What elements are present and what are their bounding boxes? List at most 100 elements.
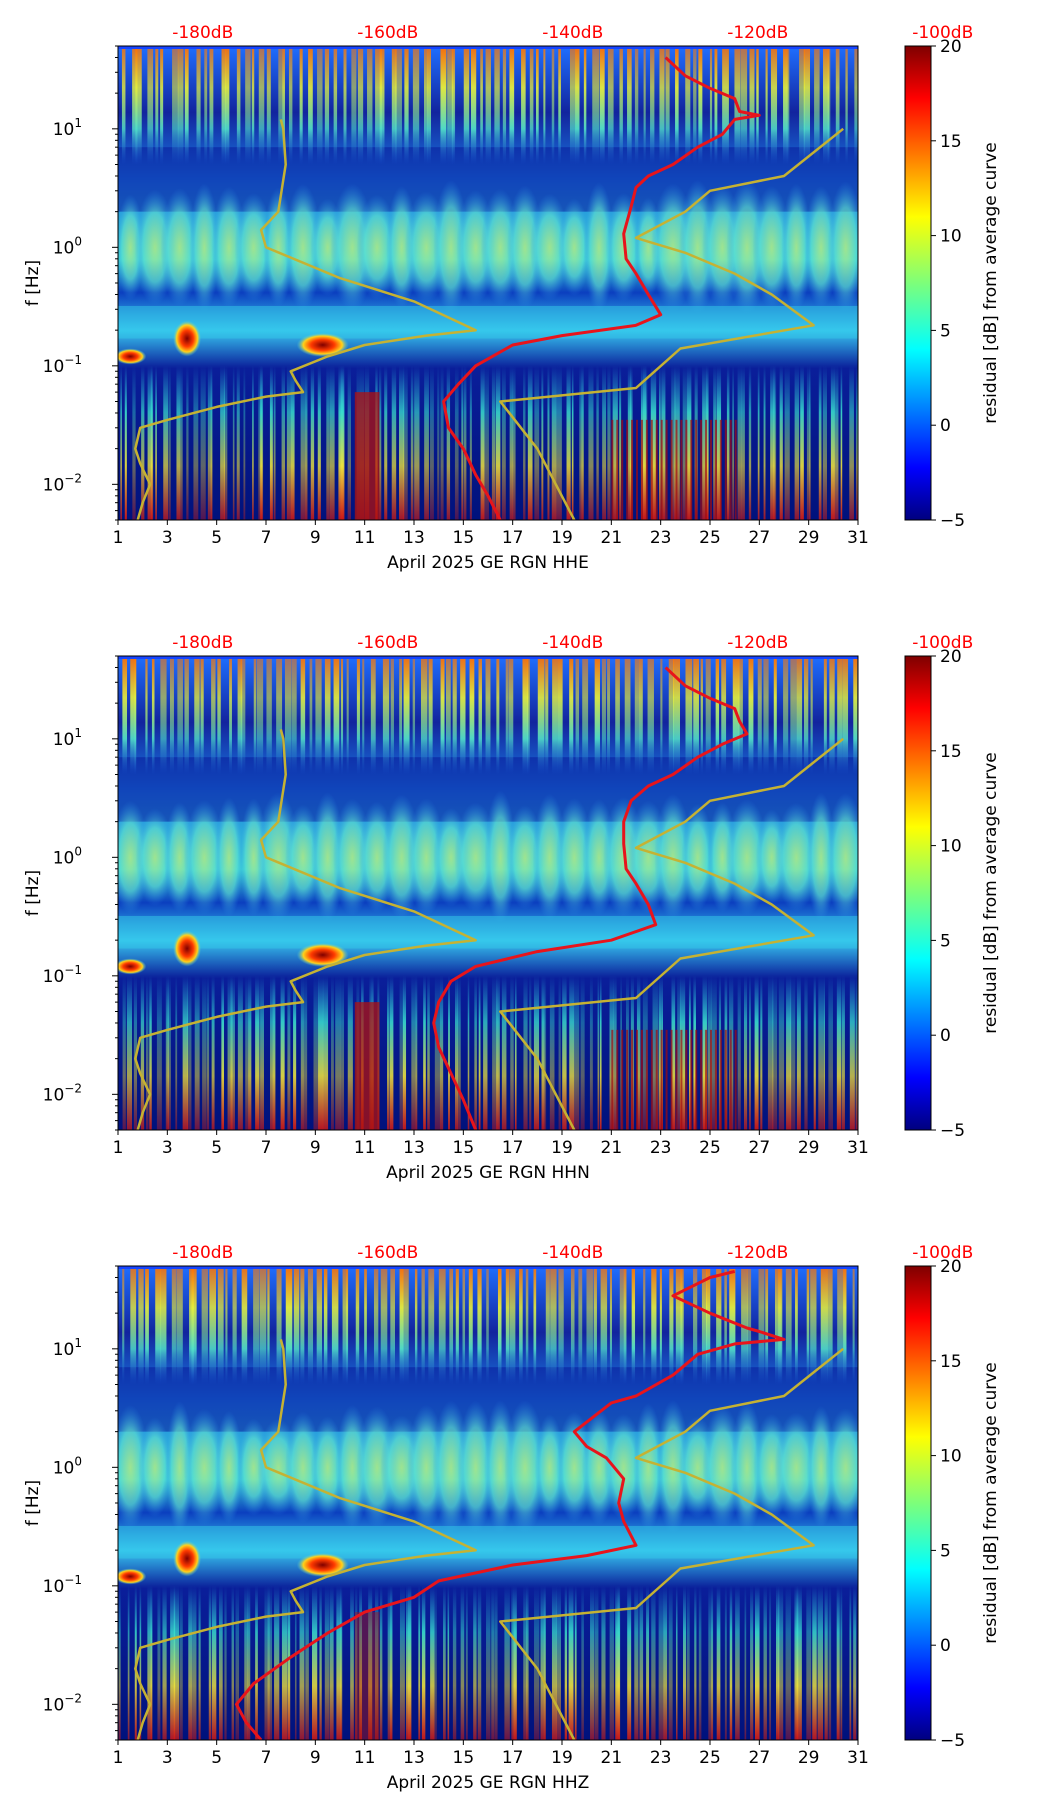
stripe-low <box>495 365 501 520</box>
stripe-low <box>581 365 584 520</box>
noise-model-curve <box>499 1347 844 1740</box>
stripe-low <box>757 365 760 520</box>
stripe-high <box>607 46 614 165</box>
stripe-high <box>709 46 713 165</box>
stripe-low <box>687 365 692 520</box>
stripe-low <box>707 975 712 1130</box>
stripe-low <box>708 1585 711 1740</box>
stripe-low <box>590 1585 595 1740</box>
stripe-high <box>356 656 360 775</box>
stripe-high <box>497 1266 502 1385</box>
colorbar-tick-label: 0 <box>940 1026 951 1046</box>
stripe-high <box>496 656 500 775</box>
stripe-high <box>201 1266 208 1385</box>
stripe-high <box>543 46 546 165</box>
stripe-high <box>468 1266 473 1385</box>
stripe-low <box>588 365 594 520</box>
stripe-high <box>299 46 303 165</box>
stripe-low <box>574 1585 577 1740</box>
stripe-low <box>754 1585 760 1740</box>
stripe-high <box>552 656 558 775</box>
energy-cloud <box>781 183 812 312</box>
stripe-low <box>248 975 252 1130</box>
top-edge-line <box>118 656 858 659</box>
energy-cloud <box>310 1416 345 1519</box>
stripe-low <box>448 975 450 1130</box>
db-scale-label: -180dB <box>172 23 233 43</box>
stripe-high <box>749 46 755 165</box>
stripe-high <box>505 656 509 775</box>
x-tick-label: 25 <box>699 1138 721 1158</box>
stripe-low <box>179 1585 183 1740</box>
energy-cloud <box>826 792 858 922</box>
high-residual-stripe <box>710 419 712 520</box>
energy-cloud <box>825 1408 858 1527</box>
stripe-low <box>244 1585 249 1740</box>
stripe-low <box>460 1585 465 1740</box>
stripe-low <box>806 1585 812 1740</box>
db-scale-label: -180dB <box>172 633 233 653</box>
stripe-low <box>773 365 777 520</box>
high-residual-stripe <box>631 419 634 520</box>
stripe-high <box>285 1266 293 1385</box>
colorbar-gradient <box>904 655 932 1131</box>
stripe-low <box>340 1585 343 1740</box>
stripe-high <box>276 656 283 775</box>
stripe-high <box>619 46 623 165</box>
stripe-low <box>693 975 696 1130</box>
stripe-low <box>562 975 567 1130</box>
y-tick-label: 101 <box>53 1336 82 1360</box>
stripe-low <box>687 1585 690 1740</box>
energy-cloud <box>827 181 858 314</box>
energy-burst <box>296 942 349 967</box>
stripe-high <box>783 46 788 165</box>
stripe-high <box>790 656 798 775</box>
stripe-low <box>778 1585 784 1740</box>
stripe-high <box>276 1266 282 1385</box>
stripe-low <box>192 1585 197 1740</box>
stripe-high <box>698 46 703 165</box>
noise-model-curve <box>134 729 477 1130</box>
stripe-low <box>435 1585 437 1740</box>
stripe-high <box>160 656 167 775</box>
stripe-low <box>609 1585 614 1740</box>
stripe-low <box>776 1585 780 1740</box>
x-tick-label: 17 <box>502 1138 524 1158</box>
stripe-high <box>680 1266 684 1385</box>
stripe-high <box>601 656 606 775</box>
stripe-low <box>682 365 688 520</box>
stripe-low <box>146 975 149 1130</box>
stripe-low <box>274 1585 280 1740</box>
y-tick-label: 10−1 <box>43 963 82 987</box>
stripe-high <box>701 1266 708 1385</box>
stripe-high <box>820 1266 828 1385</box>
x-tick-label: 7 <box>261 1748 272 1768</box>
energy-burst <box>296 1552 349 1577</box>
stripe-high <box>756 46 759 165</box>
colorbar-tick-label: 0 <box>940 1636 951 1656</box>
high-residual-stripe <box>631 1029 634 1130</box>
stripe-low <box>294 1585 297 1740</box>
colorbar-tick-label: −5 <box>940 1121 965 1141</box>
colorbar-label: residual [dB] from average curve <box>981 752 1001 1033</box>
stripe-low <box>167 975 171 1130</box>
colorbar-tick-label: 5 <box>940 321 951 341</box>
stripe-high <box>282 46 285 165</box>
stripe-low <box>463 365 467 520</box>
stripe-low <box>211 975 215 1130</box>
stripe-low <box>255 1585 258 1740</box>
stripe-high <box>796 656 803 775</box>
stripe-low <box>512 365 516 520</box>
stripe-low <box>430 365 434 520</box>
stripe-low <box>711 975 717 1130</box>
stripe-low <box>796 1585 802 1740</box>
stripe-low <box>118 1585 121 1740</box>
stripe-low <box>849 1585 852 1740</box>
stripe-low <box>467 975 470 1130</box>
db-scale-label: -140dB <box>542 633 603 653</box>
stripe-high <box>196 46 201 165</box>
stripe-low <box>287 1585 291 1740</box>
stripe-low <box>355 1585 358 1740</box>
energy-cloud <box>433 179 469 315</box>
stripe-low <box>378 365 382 520</box>
